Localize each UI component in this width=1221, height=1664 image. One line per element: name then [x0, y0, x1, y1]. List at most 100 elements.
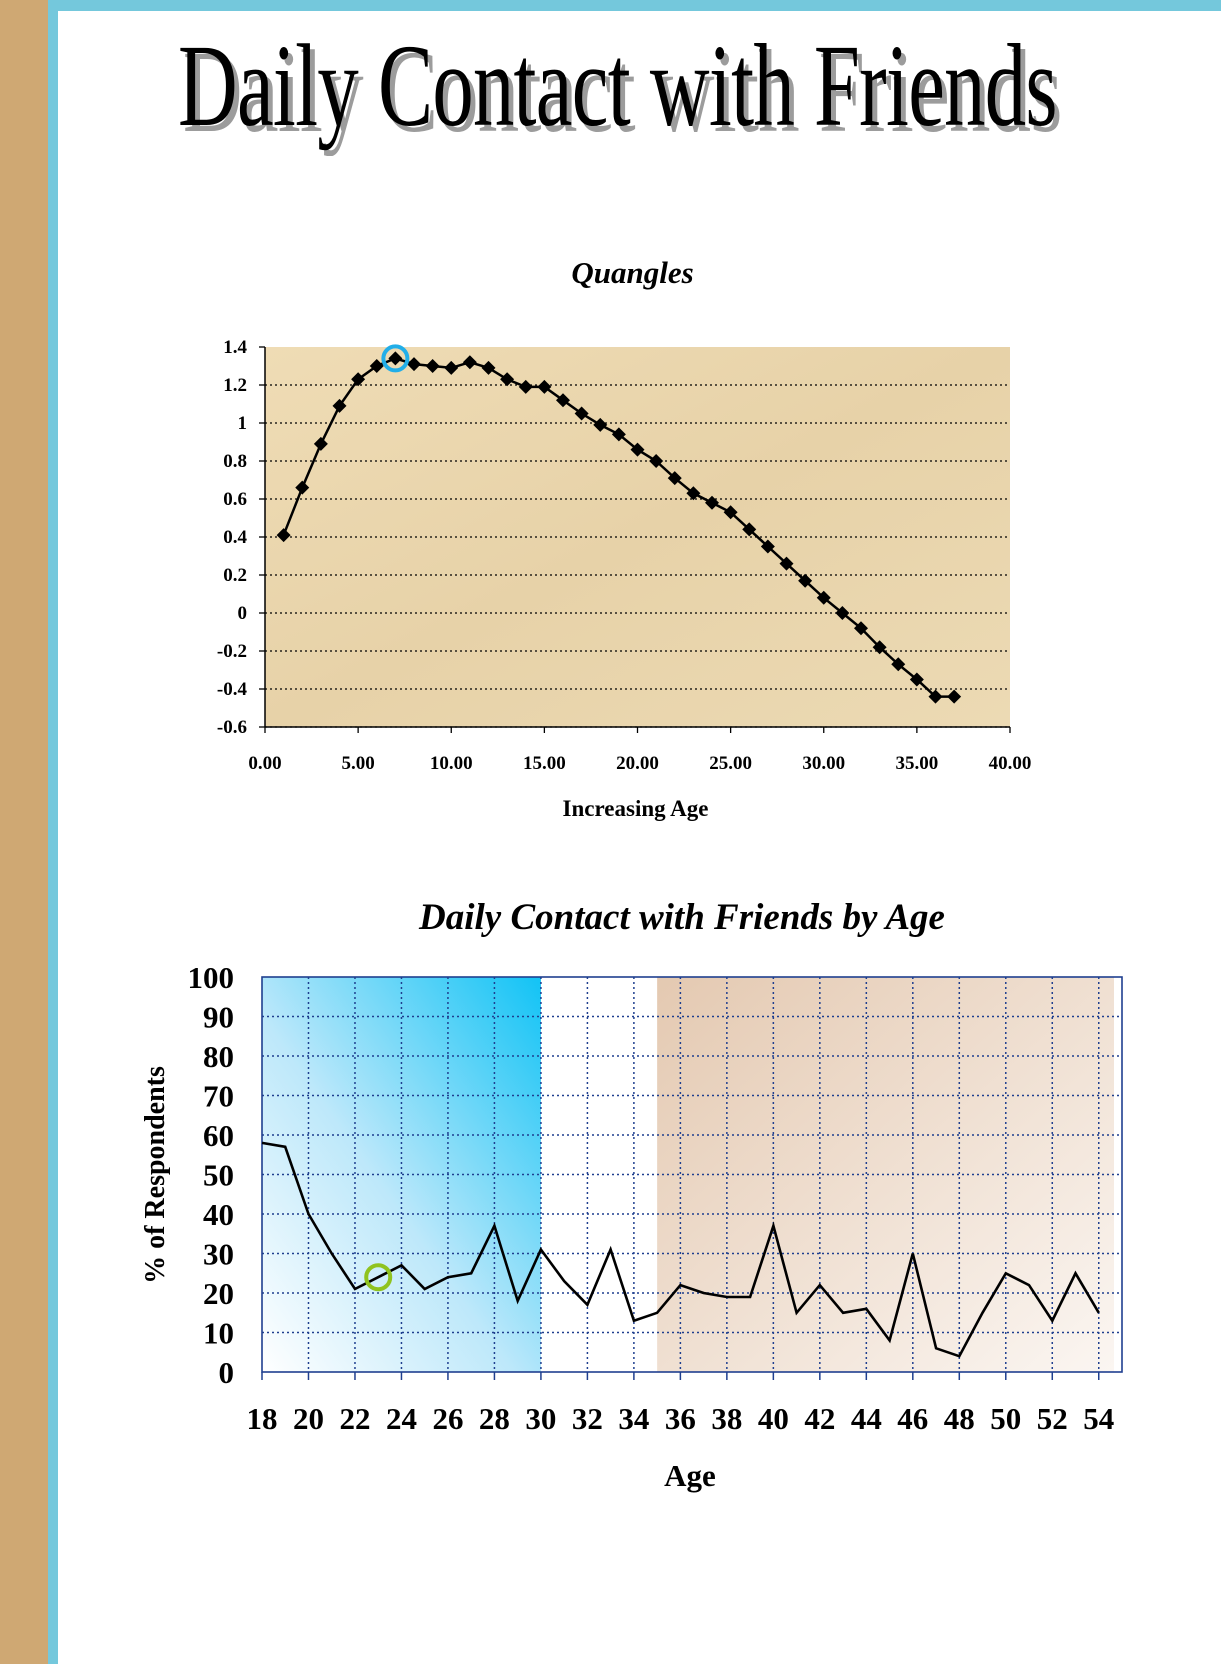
contact-band-older — [657, 977, 1114, 1372]
quangles-data-point — [444, 360, 459, 375]
quangles-x-axis-label: Increasing Age — [563, 796, 709, 821]
quangles-data-point — [854, 621, 868, 636]
contact-x-tick-label: 28 — [479, 1401, 510, 1436]
quangles-data-point — [388, 351, 403, 366]
contact-x-tick-label: 30 — [525, 1401, 556, 1436]
quangles-y-tick-label: 0 — [238, 603, 248, 624]
quangles-data-point — [723, 505, 738, 520]
quangles-data-point — [891, 657, 906, 672]
quangles-data-point — [518, 379, 533, 394]
contact-y-tick-label: 20 — [203, 1276, 234, 1311]
contact-x-tick-label: 42 — [804, 1401, 835, 1436]
quangles-y-tick-label: 1.4 — [223, 337, 247, 358]
contact-x-tick-label: 34 — [618, 1401, 649, 1436]
quangles-data-point — [872, 640, 887, 655]
quangles-y-tick-label: 0.6 — [223, 489, 247, 510]
quangles-data-point — [313, 436, 328, 451]
quangles-data-point — [649, 454, 664, 468]
quangles-data-point — [760, 539, 775, 554]
contact-highlight-circle — [364, 1263, 393, 1292]
quangles-data-point — [667, 471, 682, 486]
contact-y-axis-label: % of Respondents — [140, 1066, 171, 1284]
quangles-data-point — [481, 360, 496, 375]
contact-x-tick-label: 40 — [758, 1401, 789, 1436]
frame-accent-edge — [48, 0, 58, 1664]
quangles-x-tick-label: 30.00 — [802, 753, 845, 774]
contact-x-tick-label: 52 — [1037, 1401, 1068, 1436]
quangles-data-point — [537, 379, 552, 394]
contact-y-tick-label: 0 — [219, 1355, 235, 1390]
quangles-y-tick-label: 1 — [238, 413, 248, 434]
quangles-y-tick-label: -0.6 — [217, 717, 247, 738]
contact-series-line — [261, 1141, 1100, 1358]
quangles-data-point — [611, 427, 626, 442]
quangles-data-point — [276, 528, 291, 543]
contact-y-tick-label: 80 — [203, 1039, 234, 1074]
quangles-y-tick-label: -0.2 — [217, 641, 247, 662]
quangles-data-point — [295, 480, 310, 495]
contact-x-tick-label: 48 — [944, 1401, 975, 1436]
quangles-data-point — [798, 573, 813, 588]
contact-x-tick-label: 46 — [897, 1401, 928, 1436]
quangles-data-point — [407, 357, 421, 372]
quangles-data-point — [947, 689, 962, 704]
contact-x-tick-label: 38 — [711, 1401, 742, 1436]
contact-x-tick-label: 54 — [1083, 1401, 1114, 1436]
quangles-data-point — [462, 355, 477, 370]
contact-y-tick-label: 50 — [203, 1158, 234, 1193]
contact-chart-title: Daily Contact with Friends by Age — [418, 897, 945, 938]
quangles-y-tick-label: 1.2 — [223, 375, 247, 396]
contact-y-tick-label: 70 — [203, 1079, 234, 1114]
quangles-x-tick-label: 15.00 — [523, 753, 566, 774]
contact-x-tick-label: 36 — [665, 1401, 696, 1436]
quangles-data-point — [500, 372, 515, 387]
quangles-data-point — [686, 486, 701, 501]
contact-y-tick-label: 40 — [203, 1197, 234, 1232]
quangles-data-point — [928, 689, 943, 704]
contact-y-tick-label: 60 — [203, 1118, 234, 1153]
quangles-y-tick-label: 0.8 — [223, 451, 247, 472]
contact-y-tick-label: 30 — [203, 1237, 234, 1272]
quangles-data-point — [835, 606, 850, 620]
quangles-chart: 1.4 1.2 1 0.8 0.6 0.4 0.2 0 -0.2 -0.4 -0.60.00 5.00… — [217, 255, 1031, 821]
quangles-data-point — [332, 398, 347, 413]
contact-x-axis-label: Age — [664, 1458, 716, 1493]
quangles-data-point — [369, 359, 384, 373]
quangles-data-point — [630, 442, 645, 457]
quangles-data-point — [705, 495, 719, 510]
contact-x-tick-label: 44 — [851, 1401, 882, 1436]
quangles-data-point — [574, 406, 589, 421]
quangles-y-tick-label: 0.2 — [223, 565, 247, 586]
contact-plot-border — [261, 976, 1123, 1373]
quangles-highlight-circle — [381, 344, 410, 373]
quangles-data-point — [556, 393, 570, 408]
quangles-data-point — [351, 372, 366, 387]
quangles-x-tick-label: 10.00 — [430, 753, 473, 774]
quangles-x-tick-label: 35.00 — [896, 753, 939, 774]
contact-x-tick-label: 20 — [293, 1401, 324, 1436]
contact-x-tick-label: 32 — [572, 1401, 603, 1436]
frame-top-border — [48, 0, 1221, 11]
contact-x-tick-label: 18 — [247, 1401, 278, 1436]
quangles-data-point — [779, 556, 794, 571]
quangles-y-tick-label: 0.4 — [223, 527, 247, 548]
frame-left-border — [0, 0, 48, 1664]
quangles-data-point — [425, 359, 440, 373]
contact-x-tick-label: 26 — [432, 1401, 463, 1436]
contact-y-tick-label: 90 — [203, 1000, 234, 1035]
quangles-data-point — [593, 417, 608, 432]
quangles-x-tick-label: 25.00 — [709, 753, 752, 774]
quangles-chart-title: Quangles — [571, 255, 693, 290]
contact-y-tick-label: 10 — [203, 1316, 234, 1351]
quangles-y-tick-label: -0.4 — [217, 679, 248, 700]
quangles-data-point — [816, 590, 831, 605]
quangles-data-point — [909, 672, 924, 687]
quangles-x-tick-label: 40.00 — [989, 753, 1032, 774]
contact-x-tick-label: 22 — [339, 1401, 370, 1436]
contact-x-tick-label: 24 — [386, 1401, 417, 1436]
quangles-data-point — [742, 522, 757, 537]
contact-x-tick-label: 50 — [990, 1401, 1021, 1436]
quangles-x-tick-label: 5.00 — [342, 753, 375, 774]
